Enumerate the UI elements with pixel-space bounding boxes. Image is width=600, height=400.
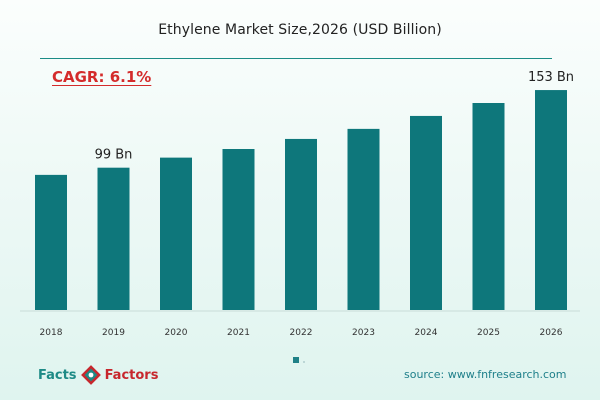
- bar-2020: [160, 157, 192, 310]
- bar-2018: [35, 174, 67, 310]
- x-tick-label-2026: 2026: [540, 328, 563, 338]
- legend-marker-faint: [303, 361, 305, 363]
- x-tick-label-2021: 2021: [227, 328, 250, 338]
- bar-2019: [97, 167, 130, 310]
- x-tick-label-2018: 2018: [40, 328, 63, 338]
- data-label-2019: 99 Bn: [95, 148, 133, 163]
- source-credit: source: www.fnfresearch.com: [404, 368, 567, 381]
- title-divider: [40, 58, 552, 59]
- x-tick-label-2025: 2025: [477, 328, 500, 338]
- chart-title: Ethylene Market Size,2026 (USD Billion): [158, 22, 442, 38]
- bar-2021: [222, 149, 255, 310]
- bar-2026: [535, 90, 567, 310]
- bar-2024: [410, 115, 442, 310]
- logo-word-facts: Facts: [38, 367, 77, 383]
- x-tick-label-2020: 2020: [165, 328, 188, 338]
- facts-factors-logo: Facts Factors: [38, 362, 158, 388]
- ampersand-emblem-icon: [80, 364, 102, 386]
- x-tick-label-2024: 2024: [415, 328, 438, 338]
- legend-marker: [293, 357, 299, 363]
- bar-2023: [347, 128, 380, 310]
- data-label-2026: 153 Bn: [528, 70, 574, 85]
- x-tick-label-2023: 2023: [352, 328, 375, 338]
- bar-2025: [472, 103, 505, 310]
- x-tick-label-2019: 2019: [102, 328, 125, 338]
- cagr-label: CAGR: 6.1%: [52, 68, 152, 86]
- logo-word-factors: Factors: [104, 367, 159, 383]
- bar-2022: [285, 138, 317, 310]
- x-tick-label-2022: 2022: [290, 328, 313, 338]
